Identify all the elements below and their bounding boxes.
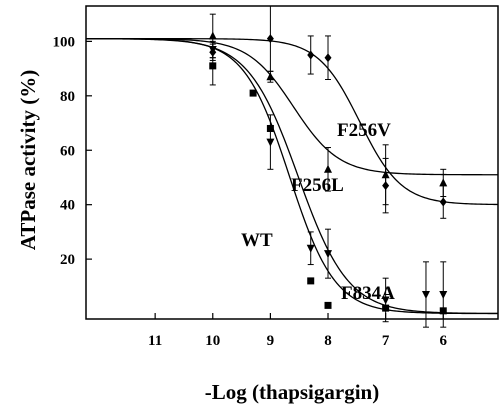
point-wt — [307, 277, 315, 285]
x-tick-label: 9 — [267, 333, 275, 349]
point-f256v — [382, 181, 390, 191]
point-f256l — [439, 178, 448, 187]
data-points — [208, 5, 448, 328]
x-tick-label: 7 — [382, 333, 390, 349]
point-f256v — [324, 53, 332, 63]
y-axis-label: ATPase activity (%) — [16, 70, 40, 250]
x-tick-label: 10 — [205, 333, 220, 349]
point-f834a — [439, 291, 448, 300]
point-f256v — [307, 50, 315, 60]
point-f256l — [324, 164, 333, 173]
y-tick-label: 60 — [60, 143, 75, 159]
point-f256v — [439, 197, 447, 207]
series-label-wt: WT — [241, 230, 273, 251]
y-tick-label: 80 — [60, 89, 75, 105]
point-f834a — [266, 138, 275, 147]
y-tick-label: 100 — [53, 34, 76, 50]
fit-curves — [86, 38, 499, 315]
point-wt — [324, 301, 332, 309]
point-f834a — [421, 291, 430, 300]
plot-area — [85, 5, 499, 320]
x-axis-label: -Log (thapsigargin) — [205, 380, 379, 404]
ticks — [86, 40, 444, 319]
x-tick-label: 6 — [440, 333, 448, 349]
point-f834a — [324, 250, 333, 259]
series-label-f834a: F834A — [341, 283, 395, 304]
y-tick-label: 20 — [60, 252, 75, 268]
fit-curve-f256v — [86, 38, 499, 206]
x-tick-label: 11 — [148, 333, 162, 349]
point-f256v — [209, 47, 217, 57]
series-label-f256v: F256V — [337, 120, 391, 141]
x-tick-label: 8 — [324, 333, 332, 349]
point-f834a — [306, 244, 315, 253]
point-wt — [209, 62, 217, 70]
series-label-f256l: F256L — [291, 175, 344, 196]
y-tick-label: 40 — [60, 198, 75, 214]
series-labels: F256V F256L WT F834A — [241, 120, 395, 304]
point-wt — [249, 89, 257, 97]
fit-curve-f256l — [86, 38, 498, 176]
tick-labels: 11 10 9 8 7 6 20 40 60 80 100 — [53, 34, 448, 349]
point-f256l — [266, 72, 275, 81]
point-f256l — [208, 31, 217, 40]
point-f834a — [381, 296, 390, 305]
point-f256v — [266, 34, 274, 44]
